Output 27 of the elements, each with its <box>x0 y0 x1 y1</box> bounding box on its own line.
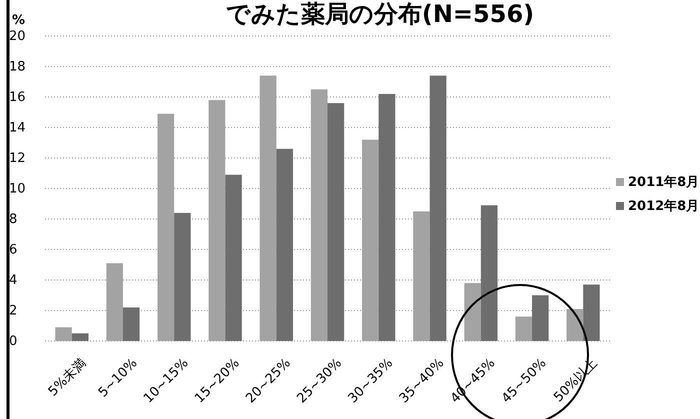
y-axis-title: % <box>12 13 26 28</box>
bar <box>583 284 600 341</box>
bar <box>430 76 446 341</box>
y-tick-label: 16 <box>9 90 26 106</box>
bar <box>72 333 88 341</box>
y-tick-label: 4 <box>9 273 18 288</box>
bar <box>378 94 396 341</box>
y-tick-label: 12 <box>9 151 26 166</box>
x-tick-label: 5%未満 <box>46 356 90 400</box>
bar <box>532 295 549 341</box>
chart-title: でみた薬局の分布(N=556) <box>226 0 534 28</box>
bar <box>122 307 140 341</box>
bar <box>480 205 498 341</box>
y-tick-label: 6 <box>9 242 18 258</box>
bar <box>174 212 191 341</box>
y-tick-label: 18 <box>9 60 26 75</box>
bar <box>276 148 293 341</box>
y-tick-label: 2 <box>9 304 18 319</box>
legend-label: 2011年8月 <box>628 175 700 190</box>
legend-label: 2012年8月 <box>628 199 700 214</box>
y-tick-label: 14 <box>9 120 26 136</box>
y-tick-label: 8 <box>9 212 18 228</box>
y-tick-label: 20 <box>9 29 26 44</box>
bar <box>225 174 242 341</box>
y-tick-label: 10 <box>9 182 26 197</box>
y-tick-label: 0 <box>9 334 18 350</box>
bar <box>328 103 344 341</box>
